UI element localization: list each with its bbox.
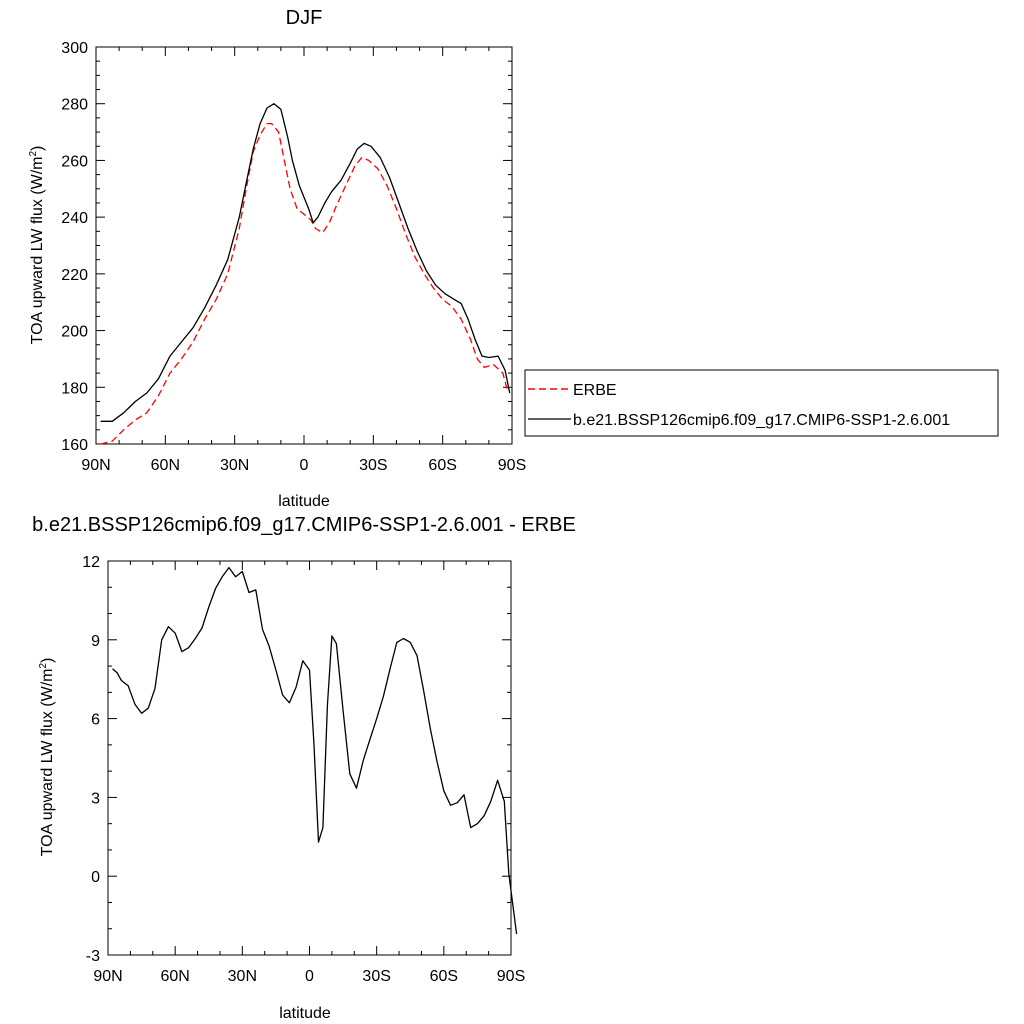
legend: ERBE b.e21.BSSP126cmip6.f09_g17.CMIP6-SS… — [524, 369, 999, 437]
top-series-line-model — [100, 103, 511, 422]
bottom-x-axis-label: latitude — [279, 1005, 331, 1022]
bottom-x-tick-label: 30S — [362, 968, 390, 985]
legend-model-label: b.e21.BSSP126cmip6.f09_g17.CMIP6-SSP1-2.… — [573, 412, 950, 429]
top-series-line-erbe — [100, 122, 509, 445]
bottom-x-tick-label: 30N — [228, 968, 257, 985]
top-x-tick-label: 30S — [359, 457, 387, 474]
bottom-series-line-difference — [112, 566, 518, 935]
top-y-tick-label: 260 — [61, 153, 88, 170]
bottom-x-tick-label: 90S — [497, 968, 525, 985]
bottom-y-tick-label: -3 — [86, 948, 100, 965]
bottom-series-lines — [112, 566, 518, 935]
top-x-tick-label: 60S — [428, 457, 456, 474]
top-x-tick-label: 60N — [151, 457, 180, 474]
bottom-y-tick-label: 3 — [91, 790, 100, 807]
bottom-x-tick-label: 0 — [305, 968, 314, 985]
top-plot-panel: DJF 90N 60N 30N 0 30S 60S 90S 160 180 200 220 240 26… — [28, 7, 526, 510]
bottom-plot-frame — [107, 560, 512, 956]
top-x-tick-label: 30N — [220, 457, 249, 474]
top-chart-title: DJF — [286, 7, 323, 29]
top-series-lines — [100, 103, 511, 445]
bottom-y-tick-label: 0 — [91, 869, 100, 886]
top-y-axis-label: TOA upward LW flux (W/m2) — [28, 146, 46, 345]
top-axis-ticks: 90N 60N 30N 0 30S 60S 90S 160 180 200 220 240 260 280… — [61, 40, 526, 474]
top-x-tick-label: 90S — [498, 457, 526, 474]
legend-erbe-label: ERBE — [573, 382, 617, 399]
bottom-y-tick-label: 12 — [82, 554, 100, 571]
bottom-y-axis-label: TOA upward LW flux (W/m2) — [38, 658, 56, 857]
top-y-tick-label: 240 — [61, 210, 88, 227]
bottom-plot-panel: b.e21.BSSP126cmip6.f09_g17.CMIP6-SSP1-2.… — [32, 514, 576, 1022]
bottom-chart-title: b.e21.BSSP126cmip6.f09_g17.CMIP6-SSP1-2.… — [32, 514, 576, 536]
top-x-tick-label: 90N — [81, 457, 110, 474]
bottom-y-tick-label: 9 — [91, 633, 100, 650]
top-y-tick-label: 160 — [61, 437, 88, 454]
bottom-y-tick-label: 6 — [91, 712, 100, 729]
top-x-axis-label: latitude — [278, 493, 330, 510]
top-y-tick-label: 280 — [61, 97, 88, 114]
top-y-tick-label: 180 — [61, 380, 88, 397]
bottom-x-tick-label: 60N — [160, 968, 189, 985]
legend-box — [524, 369, 999, 437]
top-y-tick-label: 200 — [61, 324, 88, 341]
bottom-x-tick-label: 90N — [93, 968, 122, 985]
top-y-tick-label: 300 — [61, 40, 88, 57]
top-x-tick-label: 0 — [300, 457, 309, 474]
bottom-axis-ticks: 90N 60N 30N 0 30S 60S 90S -3 0 3 6 9 12 — [82, 554, 525, 985]
top-plot-frame — [95, 46, 513, 445]
top-y-tick-label: 220 — [61, 267, 88, 284]
bottom-x-tick-label: 60S — [430, 968, 458, 985]
